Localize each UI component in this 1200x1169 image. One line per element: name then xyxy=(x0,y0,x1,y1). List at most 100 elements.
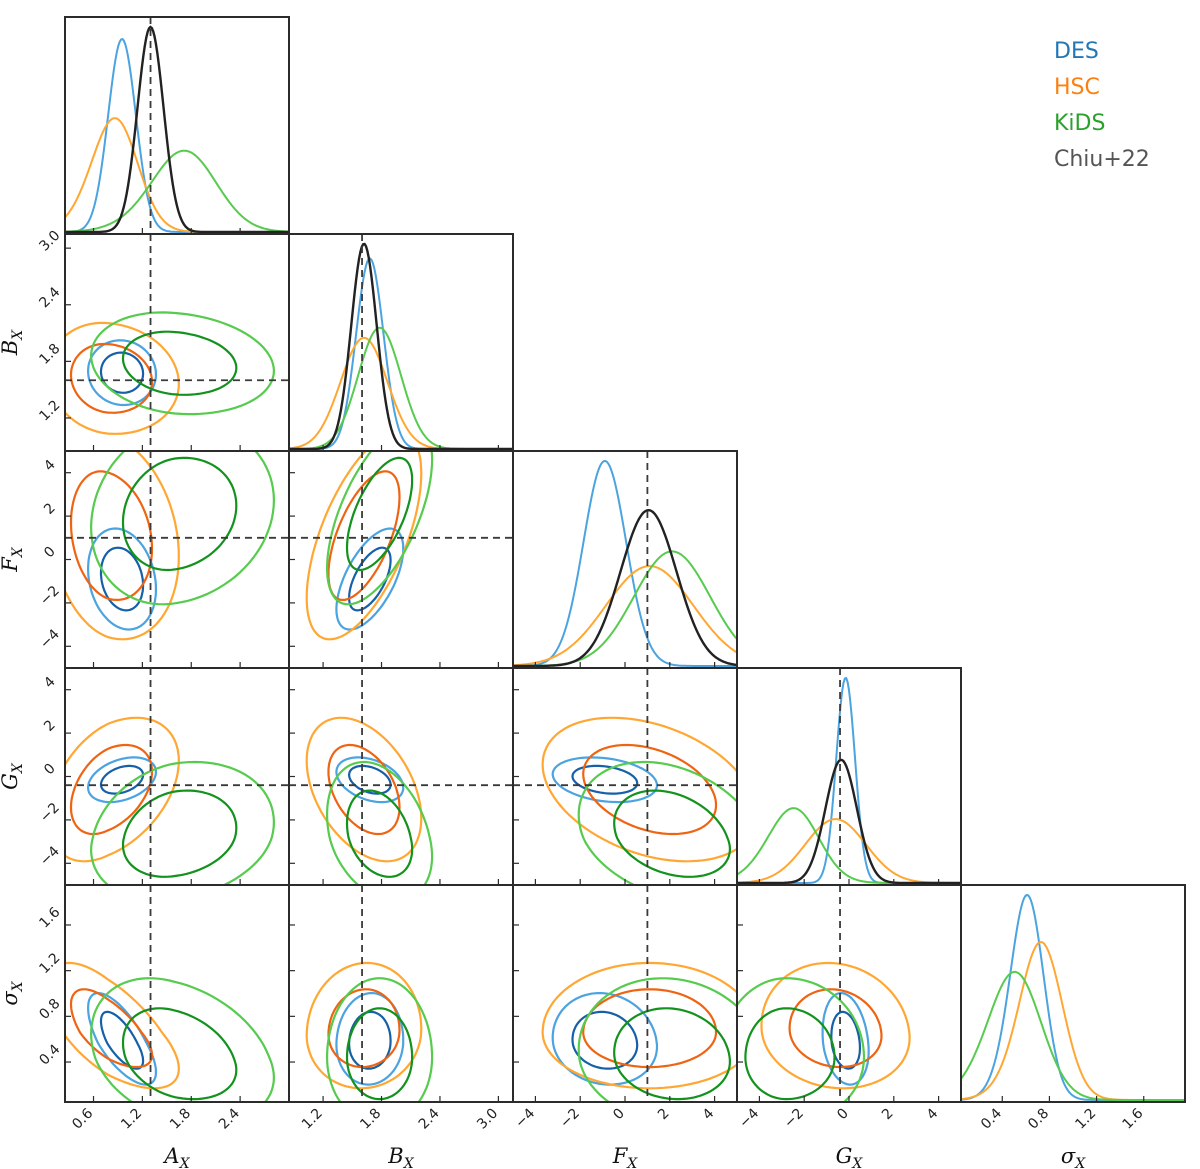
contour-95-des-G-S xyxy=(821,991,870,1086)
contour-95-hsc-A-F xyxy=(65,451,180,641)
contour-95-des-F-S xyxy=(551,992,659,1086)
contour-95-des-A-F xyxy=(86,527,157,631)
y-tick-label-G: 2 xyxy=(41,717,59,735)
panel-F-S: −4 −2 0 2 4 xyxy=(512,884,738,1132)
contour-95-kids-A-F xyxy=(89,451,276,606)
contour-95-kids-A-S xyxy=(89,977,276,1102)
contour-95-kids-B-S xyxy=(325,977,434,1102)
density-kids-G xyxy=(737,807,961,884)
contour-68-kids-F-S xyxy=(613,1007,732,1101)
y-tick-label-S: 0.4 xyxy=(36,1041,63,1068)
panel-B-S: 1.2 1.8 2.4 3.0 xyxy=(288,884,514,1133)
density-hsc-S xyxy=(961,940,1185,1101)
y-tick-label-F: −4 xyxy=(37,626,63,652)
density-des-F xyxy=(513,459,737,667)
panel-A-A xyxy=(64,16,290,235)
contour-95-hsc-A-S xyxy=(65,961,180,1090)
x-tick-label-F: −2 xyxy=(557,1106,583,1132)
y-tick-label-G: −4 xyxy=(37,843,63,869)
contour-95-des-B-G xyxy=(335,756,405,804)
y-tick-label-S: 0.8 xyxy=(36,996,63,1023)
density-hsc-G xyxy=(737,818,961,884)
y-tick-label-S: 1.6 xyxy=(36,904,63,931)
y-tick-label-S: 1.2 xyxy=(36,950,63,977)
panel-G-G xyxy=(736,667,962,886)
density-des-G xyxy=(737,676,961,884)
axis-labels-layer: AX BX FX GX σX BX FX GX σX xyxy=(0,329,1086,1169)
contour-95-hsc-G-S xyxy=(760,961,911,1090)
contour-95-kids-B-G xyxy=(325,760,434,885)
y-tick-label-F: 0 xyxy=(41,544,59,562)
x-tick-label-S: 0.4 xyxy=(978,1105,1005,1132)
x-axis-label-A: AX xyxy=(162,1144,190,1169)
x-tick-label-A: 0.6 xyxy=(69,1105,96,1132)
panel-F-G xyxy=(512,667,738,886)
density-des-S xyxy=(961,893,1185,1101)
panel-B-F xyxy=(288,450,514,669)
y-axis-label-F: FX xyxy=(0,546,26,573)
contour-68-kids-F-G xyxy=(613,789,732,878)
contour-95-hsc-B-F xyxy=(305,451,423,641)
contour-95-hsc-B-G xyxy=(305,716,423,863)
x-tick-label-F: −4 xyxy=(512,1105,538,1131)
contour-68-kids-A-F xyxy=(121,456,238,572)
density-kids-B xyxy=(289,326,513,450)
density-kids-F xyxy=(513,550,737,667)
y-tick-label-G: 0 xyxy=(41,761,59,779)
contour-95-hsc-F-S xyxy=(541,961,737,1090)
x-tick-label-B: 1.2 xyxy=(299,1106,326,1133)
panel-F-F xyxy=(512,450,738,669)
panel-frame xyxy=(960,884,1186,1103)
contour-95-des-F-G xyxy=(551,756,659,804)
x-tick-label-A: 2.4 xyxy=(216,1105,243,1132)
contour-95-kids-F-S xyxy=(577,977,737,1102)
y-axis-label-G: GX xyxy=(0,762,26,790)
contour-95-hsc-A-G xyxy=(65,716,180,863)
contour-95-des-A-B xyxy=(86,339,157,407)
x-tick-label-S: 1.6 xyxy=(1120,1105,1147,1132)
x-tick-label-A: 1.2 xyxy=(118,1106,145,1133)
x-axis-label-S: σX xyxy=(1061,1144,1086,1169)
panel-frame xyxy=(288,667,514,886)
contour-68-kids-A-S xyxy=(121,1007,238,1101)
contour-68-des-G-S xyxy=(830,1010,861,1070)
legend-entry-hsc: HSC xyxy=(1054,75,1100,100)
contour-68-kids-A-G xyxy=(121,789,238,878)
y-tick-label-B: 1.8 xyxy=(36,341,63,368)
panel-B-G xyxy=(288,667,514,886)
contour-68-kids-B-G xyxy=(345,789,414,878)
y-tick-label-B: 2.4 xyxy=(36,284,63,311)
x-tick-label-G: −2 xyxy=(781,1106,807,1132)
contour-68-des-A-B xyxy=(99,351,145,394)
contour-68-hsc-B-F xyxy=(327,470,401,601)
x-axis-label-G: GX xyxy=(836,1144,864,1169)
x-tick-label-F: 0 xyxy=(610,1106,628,1124)
x-tick-label-S: 1.2 xyxy=(1072,1106,1099,1133)
density-des-B xyxy=(289,257,513,450)
y-tick-label-B: 1.2 xyxy=(36,397,63,424)
density-hsc-A xyxy=(65,117,289,233)
panel-B-B xyxy=(288,233,514,452)
x-tick-label-B: 2.4 xyxy=(416,1105,443,1132)
panel-A-B: 1.2 1.8 2.4 3.0 xyxy=(36,228,290,452)
panel-A-S: 0.6 1.2 1.8 2.4 0.4 0.8 1.2 1.6 xyxy=(36,884,290,1133)
contour-95-kids-F-G xyxy=(577,760,737,885)
y-tick-label-G: 4 xyxy=(41,674,59,692)
contour-68-hsc-A-G xyxy=(69,743,154,836)
contour-68-des-A-F xyxy=(99,546,145,612)
legend-entry-kids: KiDS xyxy=(1054,111,1105,136)
y-axis-label-B: BX xyxy=(0,329,26,356)
x-tick-label-G: 2 xyxy=(879,1106,897,1124)
density-chiu22-F xyxy=(513,508,737,668)
contour-68-hsc-G-S xyxy=(788,988,883,1069)
density-chiu22-G xyxy=(737,758,961,885)
contour-95-hsc-F-G xyxy=(541,716,737,863)
panel-G-S: −4 −2 0 2 4 xyxy=(736,884,962,1132)
x-tick-label-F: 2 xyxy=(655,1106,673,1124)
panel-frame xyxy=(64,233,290,452)
contour-95-hsc-B-S xyxy=(305,961,423,1090)
panel-A-G: −4 −2 0 2 4 xyxy=(37,667,290,886)
density-kids-S xyxy=(961,970,1185,1101)
